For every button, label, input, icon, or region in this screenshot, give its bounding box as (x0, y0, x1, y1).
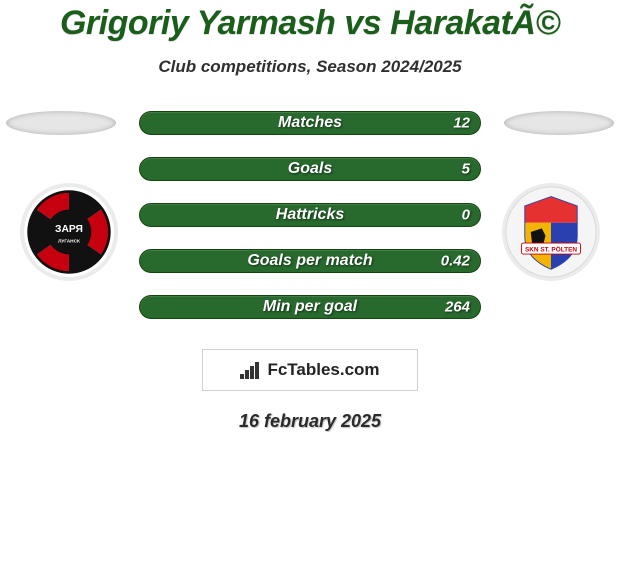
site-name: FcTables.com (267, 360, 379, 380)
zorya-crest-icon: ЗАРЯ ЛУГАНСК (26, 189, 112, 275)
subtitle: Club competitions, Season 2024/2025 (0, 57, 620, 77)
svg-text:SKN ST. PÖLTEN: SKN ST. PÖLTEN (525, 244, 577, 253)
stat-label: Goals per match (247, 252, 372, 270)
stat-bar: Hattricks 0 (139, 203, 481, 227)
comparison-panel: ЗАРЯ ЛУГАНСК SKN ST. PÖLTEN Matches 12 Goa… (0, 111, 620, 319)
club-crest-left: ЗАРЯ ЛУГАНСК (20, 183, 118, 281)
stat-value-right: 264 (445, 299, 470, 316)
stat-bar: Matches 12 (139, 111, 481, 135)
player-photo-left-placeholder (6, 111, 116, 135)
stat-label: Matches (278, 114, 342, 132)
stat-value-right: 0.42 (441, 253, 470, 270)
stat-bar: Goals 5 (139, 157, 481, 181)
stpoelten-crest-icon: SKN ST. PÖLTEN (505, 186, 597, 278)
svg-text:ЛУГАНСК: ЛУГАНСК (58, 238, 80, 244)
stat-label: Min per goal (263, 298, 357, 316)
page-title: Grigoriy Yarmash vs HarakatÃ© (0, 0, 620, 43)
svg-text:ЗАРЯ: ЗАРЯ (55, 224, 83, 235)
comparison-date: 16 february 2025 (0, 411, 620, 432)
stat-value-right: 0 (462, 207, 470, 224)
player-photo-right-placeholder (504, 111, 614, 135)
stat-label: Goals (288, 160, 332, 178)
stat-value-right: 12 (453, 115, 470, 132)
stat-bar: Min per goal 264 (139, 295, 481, 319)
bar-chart-icon (240, 362, 259, 379)
stat-value-right: 5 (462, 161, 470, 178)
stat-label: Hattricks (276, 206, 344, 224)
stat-bar: Goals per match 0.42 (139, 249, 481, 273)
club-crest-right: SKN ST. PÖLTEN (502, 183, 600, 281)
site-brand-box[interactable]: FcTables.com (202, 349, 418, 391)
stat-bars: Matches 12 Goals 5 Hattricks 0 Goals per match… (139, 111, 481, 319)
